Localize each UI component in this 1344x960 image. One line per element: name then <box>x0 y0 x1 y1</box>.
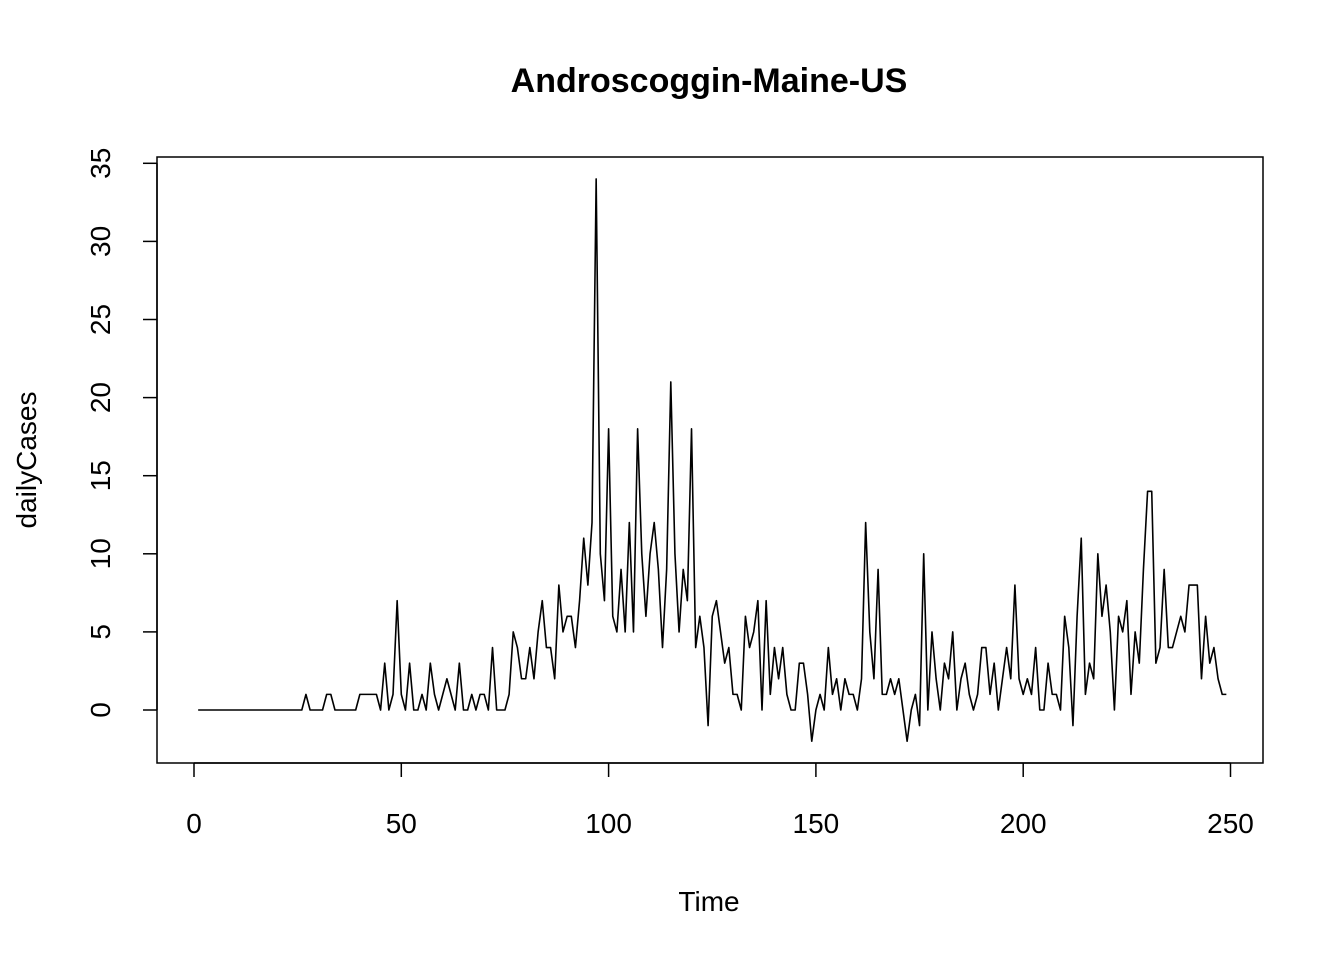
x-tick-label: 50 <box>386 808 417 839</box>
y-tick-label: 0 <box>85 702 116 718</box>
chart-title: Androscoggin-Maine-US <box>511 62 908 100</box>
x-tick-label: 250 <box>1207 808 1254 839</box>
y-tick-label: 25 <box>85 304 116 335</box>
y-tick-label: 20 <box>85 382 116 413</box>
x-tick-label: 0 <box>186 808 202 839</box>
x-tick-label: 150 <box>793 808 840 839</box>
x-axis: 0 50 100 150 200 250 <box>186 762 1254 839</box>
daily-cases-line <box>198 178 1227 743</box>
y-axis-title: dailyCases <box>11 392 42 529</box>
y-tick-label: 30 <box>85 226 116 257</box>
y-tick-label: 10 <box>85 538 116 569</box>
y-tick-label: 35 <box>85 148 116 179</box>
x-tick-label: 200 <box>1000 808 1047 839</box>
y-tick-label: 15 <box>85 460 116 491</box>
x-tick-label: 100 <box>585 808 632 839</box>
y-axis: 0 5 10 15 20 25 30 35 <box>85 148 158 718</box>
x-axis-title: Time <box>678 886 739 917</box>
y-tick-label: 5 <box>85 624 116 640</box>
